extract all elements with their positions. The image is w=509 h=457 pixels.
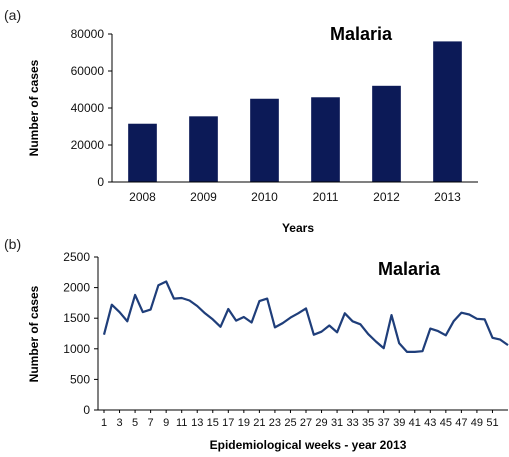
panel-a-bar	[433, 41, 462, 183]
panel-a-xtick-label: 2011	[313, 190, 339, 204]
panel-b-title: Malaria	[378, 259, 441, 279]
panel-a-title: Malaria	[330, 24, 393, 44]
panel-b-line-chart: (b) Malaria Number of cases Epidemiologi…	[4, 236, 509, 452]
panel-b-xtick-label: 29	[315, 417, 327, 429]
panel-a-ytick-label: 80000	[71, 27, 105, 41]
panel-b-xtick-label: 21	[253, 417, 265, 429]
panel-b-label: (b)	[4, 236, 21, 252]
panel-b-xtick-label: 17	[222, 417, 234, 429]
panel-a-ytick-label: 40000	[71, 101, 105, 115]
panel-b-xtick-label: 27	[300, 417, 312, 429]
panel-b-xtick-label: 7	[148, 417, 154, 429]
panel-b-xtick-label: 51	[486, 417, 498, 429]
panel-b-xtick-label: 3	[116, 417, 122, 429]
panel-b-xtick-label: 49	[471, 417, 483, 429]
panel-b-ytick-label: 2000	[63, 281, 90, 295]
panel-b-ytick-label: 500	[70, 372, 90, 386]
panel-b-xtick-label: 1	[101, 417, 107, 429]
panel-a-bar-chart: (a) Malaria Number of cases Years 0 20000…	[4, 7, 478, 235]
panel-b-xtick-label: 15	[207, 417, 219, 429]
panel-b-xtick-label: 23	[269, 417, 281, 429]
panel-b-ytick-label: 2500	[63, 250, 90, 264]
panel-b-xtick-label: 5	[132, 417, 138, 429]
panel-b-xtick-label: 41	[409, 417, 421, 429]
panel-a-bar	[311, 97, 340, 182]
panel-b-xtick-label: 35	[362, 417, 374, 429]
panel-b-ytick-label: 0	[83, 403, 90, 417]
panel-a-xtick-label: 2013	[434, 190, 461, 204]
panel-b-series-line	[102, 280, 509, 353]
panel-a-bar	[128, 123, 157, 182]
panel-a-ytick-label: 60000	[71, 64, 105, 78]
panel-a-xtick-label: 2012	[373, 190, 400, 204]
panel-a-bar	[372, 85, 401, 182]
panel-a-bar	[250, 98, 279, 182]
panel-a-ytick-label: 0	[97, 175, 104, 189]
panel-b-ytick-label: 1000	[63, 342, 90, 356]
panel-b-xtick-label: 43	[424, 417, 436, 429]
panel-a-xtick-label: 2009	[190, 190, 217, 204]
panel-b-xtick-label: 45	[440, 417, 452, 429]
panel-a-ytick-label: 20000	[71, 138, 105, 152]
panel-a-xtick-label: 2008	[129, 190, 156, 204]
panel-b-ylabel: Number of cases	[27, 285, 41, 382]
panel-b-xtick-label: 13	[191, 417, 203, 429]
panel-b-xtick-label: 25	[284, 417, 296, 429]
panel-a-xlabel: Years	[282, 221, 314, 235]
panel-b-xlabel: Epidemiological weeks - year 2013	[210, 438, 407, 452]
panel-b-xtick-label: 11	[176, 417, 187, 429]
panel-a-ylabel: Number of cases	[27, 59, 41, 156]
panel-a-bar	[189, 116, 218, 182]
panel-b-xtick-label: 31	[331, 417, 343, 429]
panel-b-xtick-label: 39	[393, 417, 405, 429]
panel-b-xtick-label: 19	[238, 417, 250, 429]
panel-a-xtick-label: 2010	[251, 190, 278, 204]
panel-b-xtick-label: 47	[455, 417, 467, 429]
panel-b-ytick-label: 1500	[63, 311, 90, 325]
panel-a-label: (a)	[4, 7, 21, 23]
panel-b-xtick-label: 33	[346, 417, 358, 429]
panel-b-xtick-label: 9	[163, 417, 169, 429]
panel-b-xtick-label: 37	[378, 417, 390, 429]
